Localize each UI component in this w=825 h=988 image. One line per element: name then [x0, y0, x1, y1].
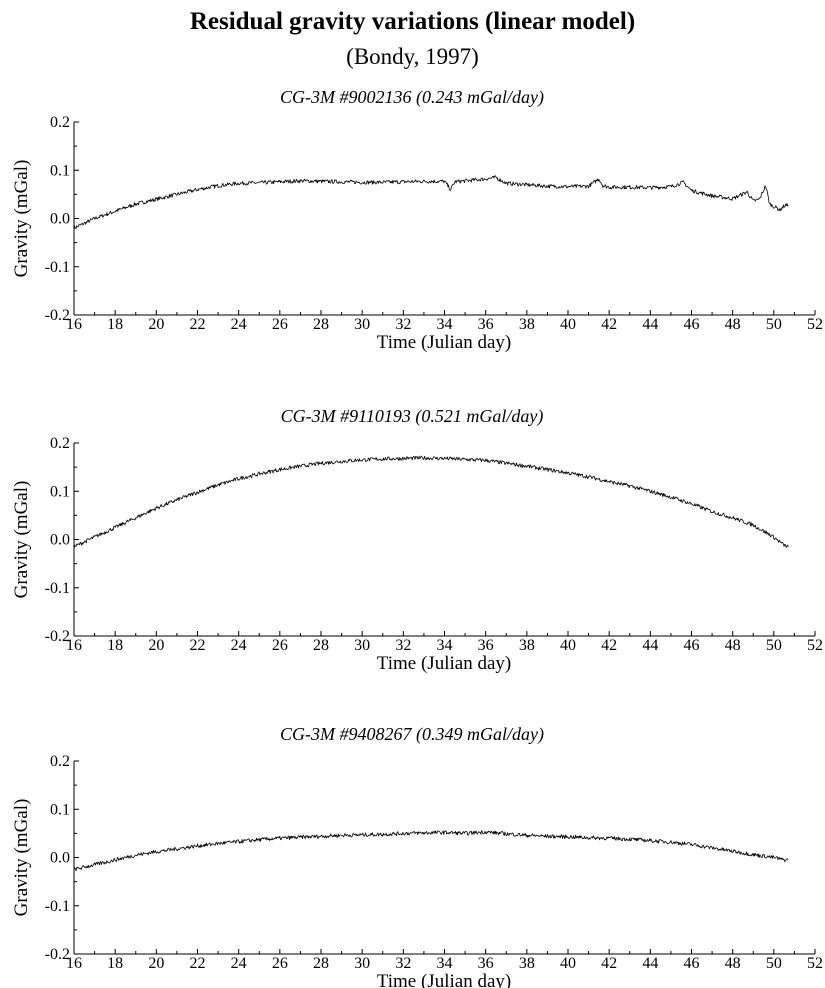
x-tick-label: 16	[66, 955, 82, 972]
chart-panel-2: CG-3M #9110193 (0.521 mGal/day) 0.2 0.1 0.0…	[11, 406, 823, 674]
y-axis-label: Gravity (mGal)	[11, 799, 32, 917]
x-tick-label: 36	[478, 316, 494, 333]
x-tick-label: 28	[313, 955, 329, 972]
x-tick-label: 46	[684, 637, 700, 654]
x-tick-label: 20	[148, 955, 164, 972]
x-tick-label: 32	[395, 637, 411, 654]
x-tick-label: 28	[313, 316, 329, 333]
x-tick-label: 30	[354, 316, 370, 333]
y-tick-label: 0.0	[50, 532, 70, 549]
y-tick-label: 0.2	[50, 753, 70, 770]
x-tick-label: 34	[437, 316, 453, 333]
x-tick-label: 38	[519, 955, 535, 972]
chart-title: CG-3M #9002136 (0.243 mGal/day)	[280, 87, 544, 108]
x-tick-label: 24	[231, 955, 247, 972]
series-line-1	[73, 175, 789, 231]
x-tick-label: 24	[231, 637, 247, 654]
x-tick-label: 22	[190, 316, 206, 333]
x-tick-label: 22	[190, 955, 206, 972]
x-tick-label: 32	[395, 316, 411, 333]
y-tick-label: -0.2	[45, 946, 70, 963]
x-tick-label: 26	[272, 316, 288, 333]
x-tick-label: 44	[642, 637, 658, 654]
x-tick-label: 20	[148, 637, 164, 654]
x-tick-label: 50	[766, 316, 782, 333]
x-tick-label: 26	[272, 637, 288, 654]
x-tick-label: 48	[725, 637, 741, 654]
x-tick-label: 18	[107, 316, 123, 333]
y-tick-label: 0.0	[50, 211, 70, 228]
x-tick-label: 52	[807, 316, 823, 333]
x-tick-label: 42	[601, 637, 617, 654]
y-axis-label: Gravity (mGal)	[11, 160, 32, 278]
x-tick-label: 26	[272, 955, 288, 972]
x-tick-label: 42	[601, 955, 617, 972]
x-tick-label: 32	[395, 955, 411, 972]
y-tick-label: -0.1	[45, 259, 70, 276]
x-tick-label: 38	[519, 637, 535, 654]
x-tick-label: 18	[107, 955, 123, 972]
series-line-1	[73, 830, 789, 872]
y-tick-label: -0.2	[45, 628, 70, 645]
x-axis-label: Time (Julian day)	[377, 653, 511, 674]
x-tick-label: 46	[684, 316, 700, 333]
x-tick-label: 40	[560, 955, 576, 972]
figure-subtitle: (Bondy, 1997)	[346, 44, 479, 69]
x-tick-label: 34	[437, 955, 453, 972]
x-tick-label: 42	[601, 316, 617, 333]
series-line-1	[73, 455, 789, 549]
x-tick-label: 40	[560, 637, 576, 654]
x-tick-label: 30	[354, 955, 370, 972]
x-tick-label: 30	[354, 637, 370, 654]
x-tick-label: 36	[478, 637, 494, 654]
x-tick-label: 52	[807, 955, 823, 972]
x-tick-label: 34	[437, 637, 453, 654]
x-axis-label: Time (Julian day)	[377, 971, 511, 988]
x-tick-label: 16	[66, 637, 82, 654]
x-tick-label: 16	[66, 316, 82, 333]
y-tick-label: 0.2	[50, 114, 70, 131]
y-tick-label: -0.2	[45, 307, 70, 324]
chart-title: CG-3M #9110193 (0.521 mGal/day)	[281, 406, 544, 427]
y-tick-label: 0.1	[50, 162, 70, 179]
y-tick-label: 0.0	[50, 850, 70, 867]
x-tick-label: 24	[231, 316, 247, 333]
x-tick-label: 18	[107, 637, 123, 654]
x-tick-label: 44	[642, 955, 658, 972]
x-tick-label: 28	[313, 637, 329, 654]
x-tick-label: 40	[560, 316, 576, 333]
x-tick-label: 44	[642, 316, 658, 333]
chart-title: CG-3M #9408267 (0.349 mGal/day)	[280, 724, 544, 745]
x-tick-label: 38	[519, 316, 535, 333]
x-tick-label: 50	[766, 637, 782, 654]
y-tick-label: 0.2	[50, 435, 70, 452]
x-tick-label: 46	[684, 955, 700, 972]
x-axis-label: Time (Julian day)	[377, 332, 511, 353]
y-tick-label: -0.1	[45, 898, 70, 915]
y-tick-label: -0.1	[45, 580, 70, 597]
figure-title: Residual gravity variations (linear mode…	[189, 8, 636, 35]
chart-panel-3: CG-3M #9408267 (0.349 mGal/day) 0.2 0.1 0.0…	[11, 724, 823, 988]
x-tick-label: 52	[807, 637, 823, 654]
chart-panel-1: CG-3M #9002136 (0.243 mGal/day) 0.2 0.1 0.0…	[11, 87, 823, 353]
y-tick-label: 0.1	[50, 801, 70, 818]
y-tick-label: 0.1	[50, 483, 70, 500]
y-axis-label: Gravity (mGal)	[11, 481, 32, 599]
x-tick-label: 48	[725, 955, 741, 972]
x-tick-label: 36	[478, 955, 494, 972]
x-tick-label: 50	[766, 955, 782, 972]
x-tick-label: 20	[148, 316, 164, 333]
x-tick-label: 22	[190, 637, 206, 654]
x-tick-label: 48	[725, 316, 741, 333]
